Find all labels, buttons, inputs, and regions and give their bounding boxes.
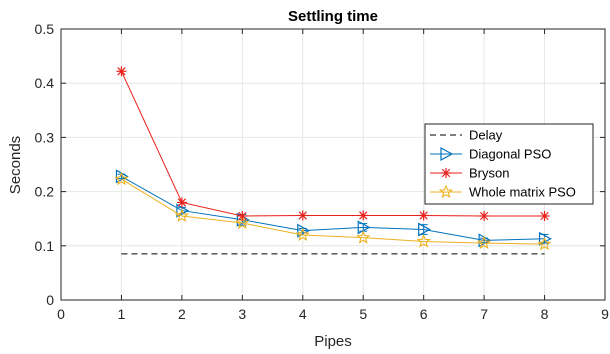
triangle-marker (538, 231, 552, 246)
star-marker (416, 233, 431, 248)
legend-label: Bryson (469, 166, 509, 181)
series-whole-matrix-pso (114, 171, 552, 251)
x-tick-label: 5 (359, 306, 367, 322)
data-point (537, 236, 552, 251)
axes: 0 1 2 3 4 5 6 7 8 9 0 0.1 0.2 0.3 0.4 0.5 (35, 21, 610, 322)
y-tick-label: 0.1 (35, 238, 55, 254)
asterisk-stroke (359, 211, 368, 220)
data-point (176, 197, 187, 208)
star-marker (235, 215, 250, 230)
asterisk-stroke (479, 211, 489, 221)
x-tick-label: 1 (118, 306, 126, 322)
star-marker (356, 230, 371, 244)
series-line (121, 178, 545, 245)
legend-item: Whole matrix PSO (430, 184, 576, 200)
triangle-marker (357, 220, 371, 235)
legend-item: Diagonal PSO (430, 147, 551, 162)
data-point (235, 215, 250, 230)
triangle-marker (176, 203, 190, 218)
data-point (358, 210, 369, 221)
triangle-marker (297, 223, 311, 238)
data-point (418, 210, 429, 221)
data-point (539, 210, 550, 221)
data-point (538, 231, 552, 246)
x-tick-label: 9 (601, 306, 609, 322)
star-marker (537, 236, 552, 251)
data-point (441, 168, 451, 178)
asterisk-stroke (441, 168, 451, 178)
x-tick-label: 6 (420, 306, 428, 322)
x-tick-label: 0 (57, 306, 65, 322)
data-point (357, 220, 371, 235)
data-point (116, 66, 127, 77)
legend-item: Delay (430, 128, 503, 143)
chart-title: Settling time (288, 8, 378, 25)
data-point (176, 203, 190, 218)
data-point (297, 223, 311, 238)
y-tick-label: 0 (46, 292, 54, 308)
data-point (416, 233, 431, 248)
legend-label: Diagonal PSO (469, 147, 551, 162)
x-axis-label: Pipes (314, 333, 352, 350)
star-marker (438, 184, 454, 199)
data-point (418, 222, 431, 237)
series-line (120, 71, 545, 217)
x-tick-label: 8 (541, 306, 549, 322)
y-tick-label: 0.3 (35, 129, 55, 145)
asterisk-stroke (177, 198, 187, 207)
data-point (114, 171, 129, 186)
legend-label: Whole matrix PSO (469, 185, 576, 200)
data-point (295, 227, 310, 242)
y-tick-label: 0.5 (35, 21, 55, 37)
x-tick-label: 4 (299, 306, 307, 322)
asterisk-stroke (540, 211, 549, 221)
asterisk-stroke (117, 67, 126, 76)
asterisk-stroke (298, 211, 307, 220)
series-layer (114, 66, 552, 255)
star-marker (114, 171, 129, 186)
series-line (121, 175, 545, 241)
legend: Delay Diagonal PSO Bryson Whole matrix PSO (424, 123, 594, 205)
asterisk-stroke (238, 211, 247, 221)
data-point (356, 230, 371, 244)
data-point (479, 210, 490, 221)
triangle-marker (418, 222, 431, 237)
y-tick-label: 0.2 (35, 184, 55, 200)
axes-box (60, 28, 606, 301)
data-point (438, 184, 454, 199)
asterisk-stroke (419, 211, 428, 220)
x-tick-label: 2 (178, 306, 186, 322)
series-bryson (116, 66, 550, 221)
legend-label: Delay (469, 128, 503, 143)
legend-item: Bryson (430, 166, 509, 181)
legend-box (424, 123, 594, 205)
star-marker (174, 208, 190, 223)
data-point (237, 210, 248, 221)
data-point (174, 208, 190, 223)
data-point (476, 235, 492, 250)
star-marker (476, 235, 492, 250)
y-axis-label: Seconds (7, 136, 24, 194)
data-point (297, 210, 308, 221)
star-marker (295, 227, 310, 242)
x-tick-label: 7 (480, 306, 488, 322)
data-point (440, 146, 454, 162)
triangle-marker (440, 146, 454, 162)
x-tick-label: 3 (238, 306, 246, 322)
y-tick-label: 0.4 (35, 75, 55, 91)
